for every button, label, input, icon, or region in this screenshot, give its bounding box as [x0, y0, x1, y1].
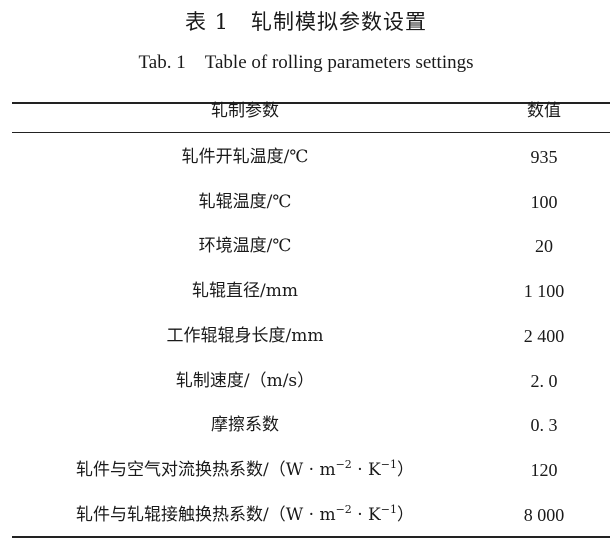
table-row: 轧件开轧温度/℃ 935: [12, 142, 610, 172]
table-row: 轧件与轧辊接触换热系数/（W · m−2 · K−1） 8 000: [12, 500, 610, 530]
superscript: −2: [335, 502, 352, 516]
superscript: −2: [335, 457, 352, 471]
value-cell: 2. 0: [530, 370, 558, 391]
table-header: 轧制参数 数值: [12, 96, 610, 126]
parameter-text: 环境温度/℃: [198, 236, 292, 257]
table-row: 轧辊直径/mm 1 100: [12, 276, 610, 306]
header-value: 数值: [527, 101, 561, 121]
parameter-text: 轧件与轧辊接触换热系数/（W · m: [76, 504, 336, 525]
unit-text: · K: [351, 504, 381, 525]
parameter-cell: 轧辊温度/℃: [12, 187, 478, 217]
table-row: 环境温度/℃ 20: [12, 231, 610, 261]
superscript: −1: [380, 502, 397, 516]
table-caption-chinese: 表 1 轧制模拟参数设置: [184, 10, 428, 34]
parameter-cell: 轧件与空气对流换热系数/（W · m−2 · K−1）: [12, 455, 478, 485]
value-cell: 935: [530, 147, 558, 167]
header-rule: [12, 132, 610, 133]
parameter-cell: 摩擦系数: [12, 410, 478, 440]
table-row: 工作辊辊身长度/mm 2 400: [12, 321, 610, 351]
unit-text: ）: [396, 504, 414, 525]
value-cell: 2 400: [523, 325, 565, 346]
value-cell: 1 100: [523, 281, 565, 302]
parameter-cell: 轧件与轧辊接触换热系数/（W · m−2 · K−1）: [12, 500, 478, 530]
top-rule: [12, 102, 610, 104]
table-caption-english: Tab. 1 Table of rolling parameters setti…: [138, 52, 474, 73]
parameter-text: 轧制速度/（m/s）: [175, 370, 315, 391]
parameter-cell: 环境温度/℃: [12, 231, 478, 261]
parameter-cell: 轧辊直径/mm: [12, 276, 478, 306]
value-cell: 20: [535, 236, 553, 257]
parameter-text: 轧件与空气对流换热系数/（W · m: [76, 459, 336, 480]
parameter-text: 摩擦系数: [211, 415, 279, 436]
bottom-rule: [12, 536, 610, 538]
value-cell: 120: [530, 459, 558, 480]
parameter-cell: 轧制速度/（m/s）: [12, 366, 478, 396]
parameter-text: 工作辊辊身长度/mm: [166, 325, 324, 346]
table-row: 轧件与空气对流换热系数/（W · m−2 · K−1） 120: [12, 455, 610, 485]
value-cell: 0. 3: [530, 415, 558, 436]
parameter-text: 轧件开轧温度/℃: [181, 147, 309, 167]
parameter-cell: 轧件开轧温度/℃: [12, 142, 478, 172]
value-cell: 100: [530, 191, 558, 212]
parameter-text: 轧辊直径/mm: [192, 281, 298, 302]
parameter-text: 轧辊温度/℃: [198, 191, 292, 212]
header-parameter: 轧制参数: [211, 101, 279, 121]
unit-text: ）: [396, 459, 414, 480]
value-cell: 8 000: [523, 504, 565, 525]
parameter-cell: 工作辊辊身长度/mm: [12, 321, 478, 351]
table-row: 轧制速度/（m/s） 2. 0: [12, 366, 610, 396]
table-row: 轧辊温度/℃ 100: [12, 187, 610, 217]
superscript: −1: [380, 457, 397, 471]
table-row: 摩擦系数 0. 3: [12, 410, 610, 440]
unit-text: · K: [351, 459, 381, 480]
